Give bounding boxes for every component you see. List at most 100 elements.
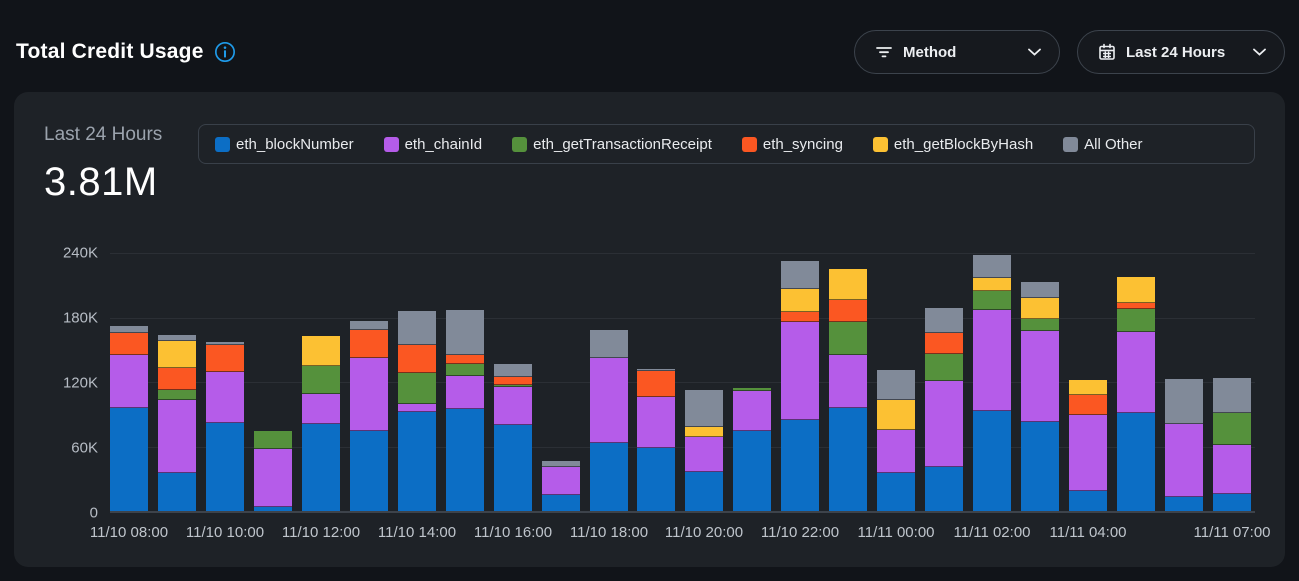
bar-segment-eth_gettransactionreceipt[interactable] bbox=[1212, 413, 1251, 446]
bar-segment-eth_gettransactionreceipt[interactable] bbox=[301, 365, 340, 394]
bar-segment-eth_blocknumber[interactable] bbox=[589, 443, 628, 511]
bar-segment-eth_blocknumber[interactable] bbox=[973, 411, 1012, 511]
bar-segment-eth_getblockbyhash[interactable] bbox=[973, 277, 1012, 291]
bar-segment-eth_getblockbyhash[interactable] bbox=[1069, 379, 1108, 395]
method-filter-dropdown[interactable]: Method bbox=[854, 30, 1060, 74]
bar-segment-eth_getblockbyhash[interactable] bbox=[877, 400, 916, 431]
bar-segment-all-other[interactable] bbox=[397, 311, 436, 346]
legend-item-eth_syncing[interactable]: eth_syncing bbox=[741, 136, 843, 153]
bar-segment-all-other[interactable] bbox=[1164, 378, 1203, 424]
bar-segment-all-other[interactable] bbox=[493, 363, 532, 378]
bar-segment-eth_chainid[interactable] bbox=[1164, 423, 1203, 498]
bar-segment-eth_chainid[interactable] bbox=[1021, 331, 1060, 422]
bar-segment-eth_blocknumber[interactable] bbox=[1164, 497, 1203, 511]
bar-segment-eth_chainid[interactable] bbox=[541, 466, 580, 495]
bar-segment-eth_gettransactionreceipt[interactable] bbox=[733, 388, 772, 391]
bar-segment-eth_syncing[interactable] bbox=[781, 312, 820, 322]
bar-segment-eth_blocknumber[interactable] bbox=[157, 473, 196, 511]
legend-item-all-other[interactable]: All Other bbox=[1063, 136, 1143, 153]
bar-segment-eth_blocknumber[interactable] bbox=[685, 472, 724, 511]
bar-segment-eth_blocknumber[interactable] bbox=[781, 419, 820, 511]
bar-segment-eth_blocknumber[interactable] bbox=[301, 423, 340, 511]
bar-segment-eth_blocknumber[interactable] bbox=[397, 412, 436, 511]
bar-segment-eth_blocknumber[interactable] bbox=[877, 473, 916, 511]
bar-segment-eth_chainid[interactable] bbox=[781, 321, 820, 420]
bar-segment-all-other[interactable] bbox=[205, 342, 244, 346]
bar-segment-eth_blocknumber[interactable] bbox=[733, 431, 772, 511]
bar-segment-eth_getblockbyhash[interactable] bbox=[301, 335, 340, 366]
bar-segment-eth_chainid[interactable] bbox=[205, 372, 244, 423]
bar-segment-all-other[interactable] bbox=[685, 389, 724, 428]
bar-segment-eth_blocknumber[interactable] bbox=[493, 425, 532, 511]
bar-segment-eth_getblockbyhash[interactable] bbox=[781, 288, 820, 313]
time-range-dropdown[interactable]: Last 24 Hours bbox=[1077, 30, 1285, 74]
bar-segment-eth_chainid[interactable] bbox=[973, 309, 1012, 412]
info-icon[interactable] bbox=[214, 41, 236, 63]
bar-segment-all-other[interactable] bbox=[637, 369, 676, 372]
bar-segment-eth_blocknumber[interactable] bbox=[1212, 493, 1251, 511]
bar-segment-eth_chainid[interactable] bbox=[493, 387, 532, 425]
bar-segment-eth_getblockbyhash[interactable] bbox=[1117, 276, 1156, 303]
legend-item-eth_getblockbyhash[interactable]: eth_getBlockByHash bbox=[872, 136, 1033, 153]
bar-segment-all-other[interactable] bbox=[445, 310, 484, 356]
bar-segment-eth_blocknumber[interactable] bbox=[253, 506, 292, 511]
bar-segment-eth_gettransactionreceipt[interactable] bbox=[829, 321, 868, 356]
bar-segment-eth_gettransactionreceipt[interactable] bbox=[973, 290, 1012, 310]
bar-segment-eth_syncing[interactable] bbox=[925, 332, 964, 355]
bar-segment-eth_blocknumber[interactable] bbox=[110, 407, 148, 511]
bar-segment-eth_chainid[interactable] bbox=[637, 397, 676, 448]
bar-segment-eth_chainid[interactable] bbox=[925, 380, 964, 467]
bar-segment-eth_gettransactionreceipt[interactable] bbox=[445, 363, 484, 376]
bar-segment-eth_blocknumber[interactable] bbox=[205, 422, 244, 511]
bar-segment-all-other[interactable] bbox=[1212, 377, 1251, 414]
bar-segment-eth_gettransactionreceipt[interactable] bbox=[493, 384, 532, 388]
bar-segment-all-other[interactable] bbox=[110, 325, 148, 333]
bar-segment-all-other[interactable] bbox=[973, 255, 1012, 278]
bar-segment-eth_blocknumber[interactable] bbox=[1021, 421, 1060, 511]
bar-segment-eth_gettransactionreceipt[interactable] bbox=[157, 389, 196, 401]
bar-segment-eth_syncing[interactable] bbox=[1117, 302, 1156, 309]
bar-segment-all-other[interactable] bbox=[157, 335, 196, 342]
bar-segment-eth_getblockbyhash[interactable] bbox=[1021, 298, 1060, 319]
bar-segment-eth_syncing[interactable] bbox=[110, 332, 148, 356]
legend-item-eth_gettransactionreceipt[interactable]: eth_getTransactionReceipt bbox=[512, 136, 712, 153]
bar-segment-eth_blocknumber[interactable] bbox=[925, 466, 964, 511]
bar-segment-all-other[interactable] bbox=[589, 330, 628, 359]
legend-item-eth_chainid[interactable]: eth_chainId bbox=[383, 136, 482, 153]
bar-segment-eth_syncing[interactable] bbox=[205, 345, 244, 373]
bar-segment-eth_chainid[interactable] bbox=[301, 393, 340, 424]
bar-segment-eth_chainid[interactable] bbox=[829, 355, 868, 408]
bar-segment-eth_syncing[interactable] bbox=[445, 355, 484, 364]
bar-segment-eth_chainid[interactable] bbox=[1212, 445, 1251, 494]
bar-segment-eth_chainid[interactable] bbox=[110, 355, 148, 408]
bar-segment-eth_chainid[interactable] bbox=[733, 390, 772, 432]
bar-segment-eth_syncing[interactable] bbox=[157, 368, 196, 390]
bar-segment-eth_getblockbyhash[interactable] bbox=[685, 427, 724, 437]
bar-segment-eth_syncing[interactable] bbox=[1069, 394, 1108, 416]
bar-segment-all-other[interactable] bbox=[877, 370, 916, 401]
bar-segment-eth_getblockbyhash[interactable] bbox=[829, 269, 868, 301]
bar-segment-eth_gettransactionreceipt[interactable] bbox=[925, 354, 964, 381]
bar-segment-eth_blocknumber[interactable] bbox=[541, 494, 580, 511]
bar-segment-eth_chainid[interactable] bbox=[445, 375, 484, 409]
bar-segment-eth_chainid[interactable] bbox=[157, 400, 196, 474]
bar-segment-eth_gettransactionreceipt[interactable] bbox=[1021, 318, 1060, 332]
bar-segment-eth_chainid[interactable] bbox=[253, 448, 292, 507]
bar-segment-eth_chainid[interactable] bbox=[877, 430, 916, 474]
bar-segment-all-other[interactable] bbox=[541, 460, 580, 467]
bar-segment-eth_gettransactionreceipt[interactable] bbox=[397, 373, 436, 404]
bar-segment-eth_chainid[interactable] bbox=[397, 403, 436, 413]
bar-segment-all-other[interactable] bbox=[349, 320, 388, 331]
bar-segment-eth_chainid[interactable] bbox=[1069, 415, 1108, 491]
bar-segment-eth_blocknumber[interactable] bbox=[349, 431, 388, 511]
bar-segment-eth_blocknumber[interactable] bbox=[637, 447, 676, 511]
bar-segment-eth_syncing[interactable] bbox=[397, 345, 436, 374]
bar-segment-eth_blocknumber[interactable] bbox=[829, 407, 868, 511]
bar-segment-eth_chainid[interactable] bbox=[349, 358, 388, 432]
bar-segment-all-other[interactable] bbox=[1021, 282, 1060, 299]
bar-segment-eth_chainid[interactable] bbox=[685, 436, 724, 473]
bar-segment-eth_chainid[interactable] bbox=[1117, 331, 1156, 414]
bar-segment-eth_gettransactionreceipt[interactable] bbox=[1117, 308, 1156, 332]
bar-segment-eth_chainid[interactable] bbox=[589, 358, 628, 444]
bar-segment-eth_syncing[interactable] bbox=[349, 330, 388, 359]
